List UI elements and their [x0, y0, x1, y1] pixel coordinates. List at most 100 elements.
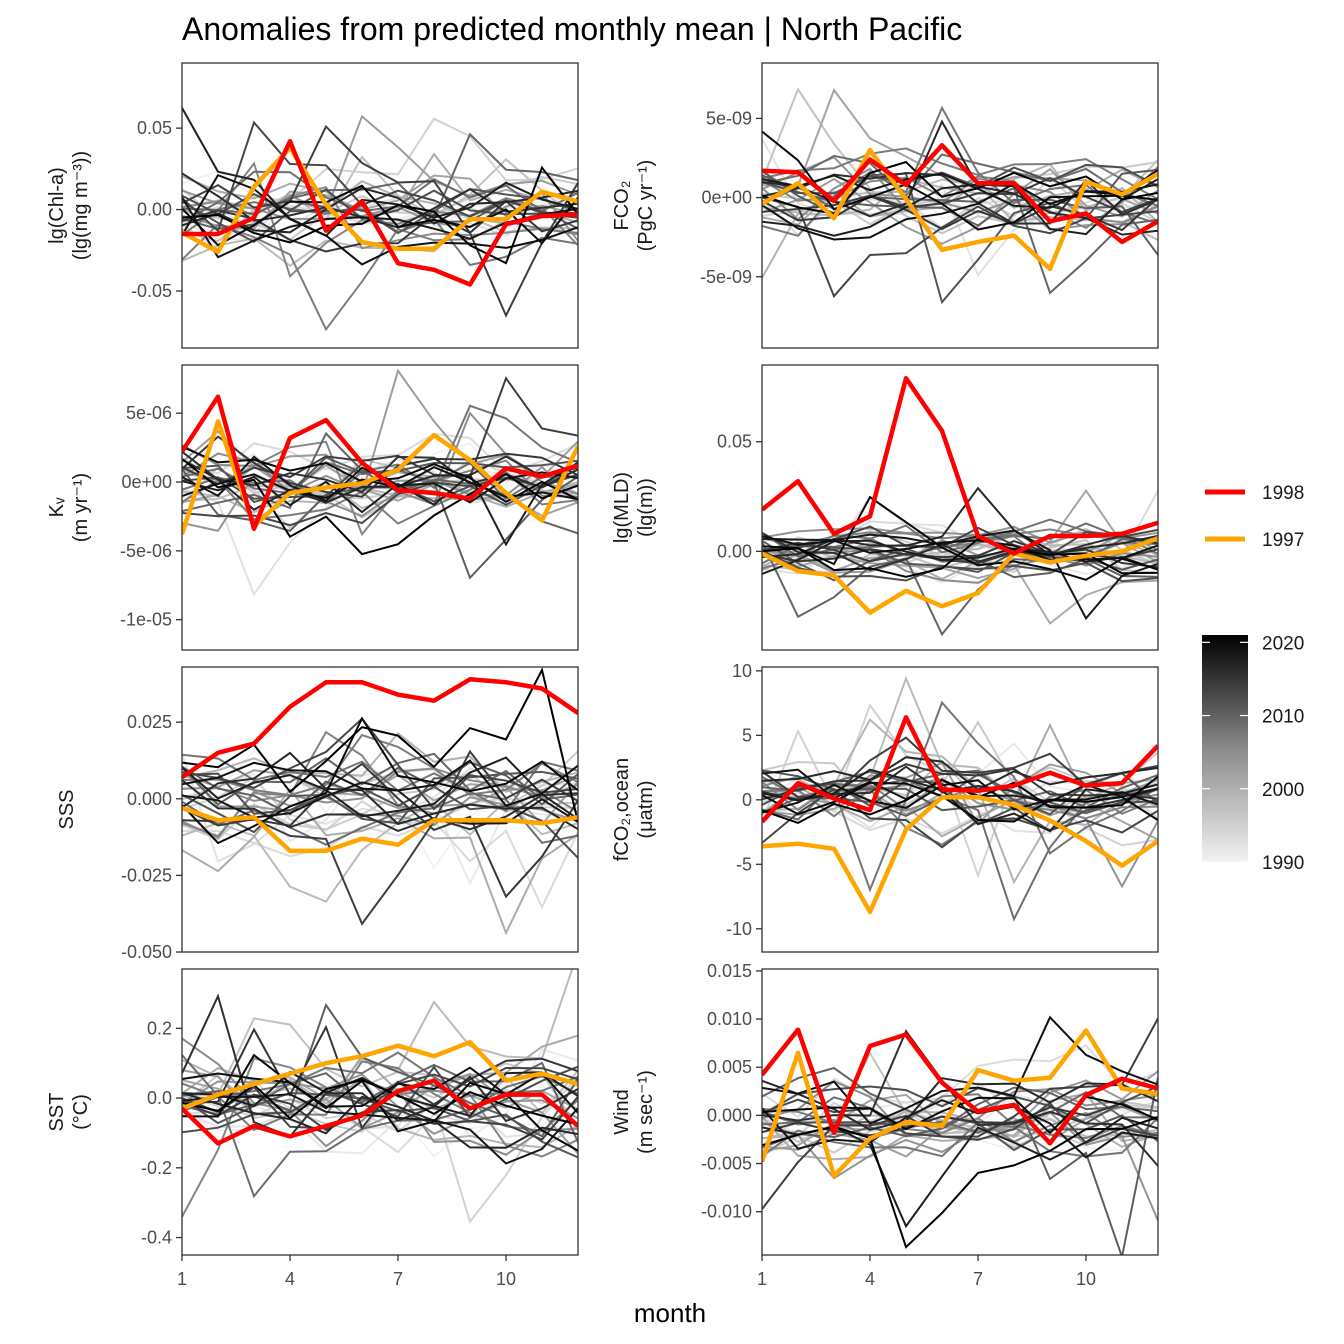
panel-fco2: 5e-09 0e+00 -5e-09 FCO₂ (PgC yr⁻¹) — [611, 62, 1159, 349]
series-line-year — [182, 107, 578, 237]
series-line-year — [182, 435, 578, 498]
panel-fco2ocean: 10 5 0 -5 -10 fCO₂,ocean (μatm) — [611, 661, 1159, 953]
series-line-year — [182, 1066, 578, 1114]
series-line-year — [762, 1111, 1158, 1222]
panel-wind: 0.015 0.010 0.005 0.000 -0.005 -0.010 Wind (m s… — [611, 961, 1159, 1289]
series-line-1998 — [762, 1027, 1158, 1146]
x-tick-label: 7 — [973, 1269, 983, 1289]
colorbar-tick-label: 2010 — [1262, 707, 1304, 728]
series-line-year — [762, 1102, 1158, 1137]
series-line-year — [762, 553, 1158, 625]
colorbar-ticks: 1990 2000 2010 2020 — [1202, 633, 1304, 874]
series-line-year — [762, 1017, 1158, 1210]
y-tick-label: -0.005 — [701, 1154, 752, 1174]
colorbar-tick-label: 2020 — [1262, 633, 1304, 654]
x-tick-label: 4 — [865, 1269, 875, 1289]
series-line-year — [762, 1066, 1158, 1130]
series-line-year — [182, 716, 578, 845]
panel-border — [181, 666, 579, 953]
series-line-1998 — [182, 394, 578, 532]
series-line-year — [182, 172, 578, 229]
panel-border — [761, 666, 1159, 953]
colorbar: 1990 2000 2010 2020 — [1202, 633, 1304, 874]
series-line-year — [182, 1017, 578, 1120]
y-tick-label: 0.05 — [137, 118, 172, 138]
y-axis-title: Kᵥ (m yr⁻¹) — [46, 473, 92, 542]
y-tick-label: 0.010 — [707, 1009, 752, 1029]
series-line-year — [182, 1075, 578, 1224]
series-line-year — [762, 176, 1158, 214]
y-axis-title: lg(MLD) (lg(m)) — [611, 472, 657, 543]
series-line-year — [182, 170, 578, 223]
series-line-year — [182, 473, 578, 527]
y-axis-title: fCO₂,ocean (μatm) — [611, 758, 657, 861]
panel-border — [181, 364, 579, 651]
series-line-year — [762, 779, 1158, 814]
series-line-year — [182, 667, 578, 823]
colorbar-tick-label: 2000 — [1262, 780, 1304, 801]
series-line-1998 — [762, 143, 1158, 245]
series-line-year — [182, 776, 578, 832]
x-axis-title: month — [634, 1298, 706, 1328]
y-tick-label: -0.050 — [121, 942, 172, 962]
series-line-year — [182, 779, 578, 832]
panel-border — [761, 364, 1159, 651]
x-tick-label: 1 — [757, 1269, 767, 1289]
series-line-year — [182, 1078, 578, 1126]
panels: 0.05 0.00 -0.05 lg(Chl-a) (lg(mg m⁻³)) 5e-09 0… — [46, 62, 1159, 1289]
series-line-year — [762, 756, 1158, 791]
y-tick-label: -1e-05 — [120, 610, 172, 630]
y-axis-title: lg(Chl-a) (lg(mg m⁻³)) — [46, 151, 92, 260]
panel-border — [761, 968, 1159, 1256]
y-tick-label: -0.025 — [121, 865, 172, 885]
panel-sst: 0.2 0.0 -0.2 -0.4 SST (°C) 1 4 7 10 — [46, 968, 579, 1289]
series-line-year — [762, 1099, 1158, 1159]
series-line-year — [182, 461, 578, 547]
series-line-year — [182, 458, 578, 556]
series-line-1997 — [762, 147, 1158, 272]
series-line-year — [182, 1075, 578, 1138]
background-year-lines — [762, 486, 1158, 637]
y-tick-label: 0e+00 — [701, 188, 752, 208]
series-line-year — [182, 376, 578, 486]
panel-sss: 0.025 0.000 -0.025 -0.050 SSS — [56, 666, 579, 962]
y-tick-label: 0.015 — [707, 961, 752, 981]
series-line-1998 — [182, 138, 578, 287]
x-tick-label: 10 — [1076, 1269, 1096, 1289]
y-tick-label: 0.2 — [147, 1018, 172, 1038]
series-line-year — [762, 779, 1158, 832]
y-axis-title: SSS — [56, 789, 78, 829]
series-line-year — [182, 1057, 578, 1218]
series-line-year — [182, 759, 578, 807]
y-tick-label: 5e-06 — [126, 403, 172, 423]
series-line-1997 — [762, 536, 1158, 615]
y-tick-label: -0.4 — [141, 1228, 172, 1248]
y-axis-title: FCO₂ (PgC yr⁻¹) — [611, 160, 657, 252]
series-line-year — [762, 781, 1158, 823]
panel-kw: 5e-06 0e+00 -5e-06 -1e-05 Kᵥ (m yr⁻¹) — [46, 364, 579, 651]
y-tick-label: 0.05 — [717, 432, 752, 452]
y-tick-label: -5 — [736, 854, 752, 874]
series-line-1997 — [182, 145, 578, 255]
series-line-year — [762, 539, 1158, 575]
y-tick-label: 10 — [732, 661, 752, 681]
panel-mld: 0.05 0.00 lg(MLD) (lg(m)) — [611, 364, 1159, 651]
y-tick-label: 5e-09 — [706, 108, 752, 128]
y-tick-label: -0.05 — [131, 281, 172, 301]
series-line-year — [762, 1091, 1158, 1134]
y-tick-label: 0.00 — [137, 200, 172, 220]
x-tick-label: 7 — [393, 1269, 403, 1289]
series-line-year — [182, 1054, 578, 1199]
series-line-1998 — [762, 375, 1158, 556]
series-line-year — [762, 153, 1158, 207]
y-axis-title: SST (°C) — [46, 1093, 92, 1132]
legend-label-1998: 1998 — [1262, 483, 1304, 504]
series-line-year — [762, 178, 1158, 237]
series-line-year — [762, 130, 1158, 231]
series-line-year — [762, 1116, 1158, 1249]
background-year-lines — [182, 667, 578, 936]
y-tick-label: 0.000 — [127, 789, 172, 809]
series-line-year — [762, 1077, 1158, 1131]
series-line-year — [182, 120, 578, 233]
